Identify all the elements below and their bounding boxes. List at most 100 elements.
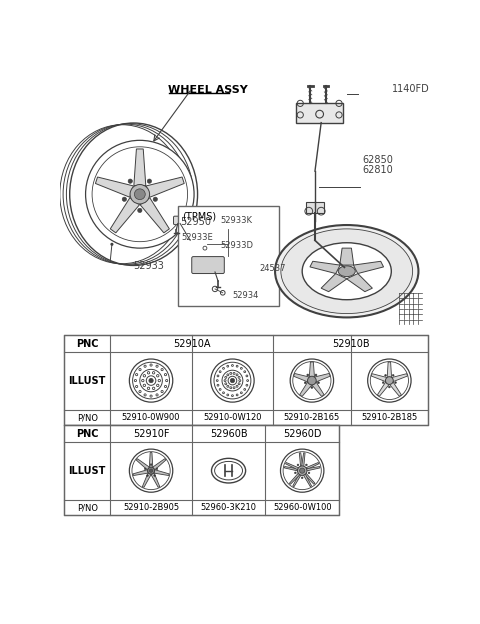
Bar bbox=[64, 335, 428, 425]
Text: 52960D: 52960D bbox=[283, 429, 322, 439]
Circle shape bbox=[149, 469, 153, 472]
Circle shape bbox=[385, 377, 393, 384]
Circle shape bbox=[382, 382, 384, 383]
Polygon shape bbox=[312, 382, 324, 396]
Bar bbox=[178, 206, 278, 306]
Text: 52933D: 52933D bbox=[220, 241, 253, 250]
Polygon shape bbox=[390, 382, 401, 396]
Text: 52910-2B905: 52910-2B905 bbox=[123, 503, 179, 512]
Circle shape bbox=[308, 376, 316, 385]
Text: 52934: 52934 bbox=[232, 291, 258, 300]
Polygon shape bbox=[143, 473, 151, 487]
Circle shape bbox=[144, 468, 146, 470]
Text: 62810: 62810 bbox=[362, 165, 393, 175]
Polygon shape bbox=[146, 177, 184, 197]
Text: P/NO: P/NO bbox=[77, 413, 97, 422]
Text: ILLUST: ILLUST bbox=[69, 376, 106, 386]
Circle shape bbox=[392, 374, 394, 376]
Polygon shape bbox=[300, 453, 303, 467]
Text: 52910-0W120: 52910-0W120 bbox=[203, 413, 262, 422]
Ellipse shape bbox=[338, 266, 355, 276]
Text: 52960B: 52960B bbox=[210, 429, 247, 439]
Text: 1140FD: 1140FD bbox=[392, 84, 430, 94]
Text: PNC: PNC bbox=[76, 429, 98, 439]
Text: 52960-0W100: 52960-0W100 bbox=[273, 503, 332, 512]
Polygon shape bbox=[321, 273, 347, 291]
Polygon shape bbox=[293, 474, 301, 487]
Circle shape bbox=[147, 179, 152, 183]
Text: 52960-3K210: 52960-3K210 bbox=[201, 503, 257, 512]
Polygon shape bbox=[314, 373, 330, 382]
Text: 52910F: 52910F bbox=[133, 429, 169, 439]
Circle shape bbox=[308, 472, 310, 474]
Polygon shape bbox=[286, 462, 299, 470]
Text: 52933K: 52933K bbox=[220, 216, 252, 225]
Polygon shape bbox=[347, 273, 372, 291]
Circle shape bbox=[317, 382, 320, 384]
Circle shape bbox=[388, 386, 390, 388]
Polygon shape bbox=[149, 452, 153, 467]
Text: 52933E: 52933E bbox=[181, 233, 213, 243]
Polygon shape bbox=[133, 470, 148, 475]
Polygon shape bbox=[140, 198, 169, 233]
FancyBboxPatch shape bbox=[192, 256, 224, 273]
Polygon shape bbox=[310, 261, 340, 273]
Polygon shape bbox=[377, 382, 389, 396]
Polygon shape bbox=[294, 373, 310, 382]
Polygon shape bbox=[96, 177, 133, 197]
Circle shape bbox=[128, 179, 132, 183]
Polygon shape bbox=[154, 470, 169, 475]
Circle shape bbox=[395, 382, 396, 383]
Polygon shape bbox=[371, 374, 387, 382]
Circle shape bbox=[304, 382, 306, 384]
Circle shape bbox=[154, 475, 156, 476]
Text: WHEEL ASSY: WHEEL ASSY bbox=[168, 85, 248, 95]
Polygon shape bbox=[309, 362, 314, 378]
Circle shape bbox=[110, 243, 113, 246]
Polygon shape bbox=[110, 198, 140, 233]
Ellipse shape bbox=[281, 229, 413, 314]
Circle shape bbox=[138, 208, 142, 213]
Circle shape bbox=[150, 464, 152, 466]
Polygon shape bbox=[136, 459, 149, 470]
Polygon shape bbox=[387, 362, 392, 378]
Circle shape bbox=[301, 477, 303, 479]
Polygon shape bbox=[304, 473, 315, 484]
Circle shape bbox=[315, 374, 317, 376]
Text: 52910-2B165: 52910-2B165 bbox=[284, 413, 340, 422]
Circle shape bbox=[153, 197, 157, 202]
Text: 52910A: 52910A bbox=[173, 339, 211, 349]
Polygon shape bbox=[303, 474, 312, 487]
Circle shape bbox=[311, 386, 313, 388]
Circle shape bbox=[306, 464, 307, 466]
Text: ILLUST: ILLUST bbox=[69, 466, 106, 475]
Polygon shape bbox=[340, 248, 354, 265]
Polygon shape bbox=[353, 261, 384, 273]
Circle shape bbox=[147, 467, 155, 474]
Circle shape bbox=[230, 378, 235, 383]
Circle shape bbox=[384, 374, 386, 376]
Polygon shape bbox=[306, 467, 320, 471]
Circle shape bbox=[85, 140, 194, 248]
Text: 52933: 52933 bbox=[133, 261, 165, 271]
Text: 52910-0W900: 52910-0W900 bbox=[122, 413, 180, 422]
Ellipse shape bbox=[275, 225, 419, 318]
Polygon shape bbox=[392, 374, 408, 382]
Circle shape bbox=[149, 378, 153, 383]
Polygon shape bbox=[306, 462, 319, 470]
Polygon shape bbox=[284, 467, 298, 471]
Circle shape bbox=[297, 464, 299, 466]
FancyBboxPatch shape bbox=[306, 202, 324, 213]
Circle shape bbox=[156, 468, 158, 470]
Polygon shape bbox=[153, 459, 166, 470]
Text: 24537: 24537 bbox=[259, 264, 286, 273]
Text: (TPMS): (TPMS) bbox=[181, 212, 216, 222]
Circle shape bbox=[298, 466, 307, 475]
Polygon shape bbox=[134, 149, 146, 185]
Circle shape bbox=[122, 197, 127, 202]
FancyBboxPatch shape bbox=[296, 104, 343, 123]
Text: 52910-2B185: 52910-2B185 bbox=[361, 413, 418, 422]
Text: 52950: 52950 bbox=[180, 217, 211, 227]
Bar bbox=[64, 425, 339, 515]
Text: 62850: 62850 bbox=[362, 155, 393, 165]
